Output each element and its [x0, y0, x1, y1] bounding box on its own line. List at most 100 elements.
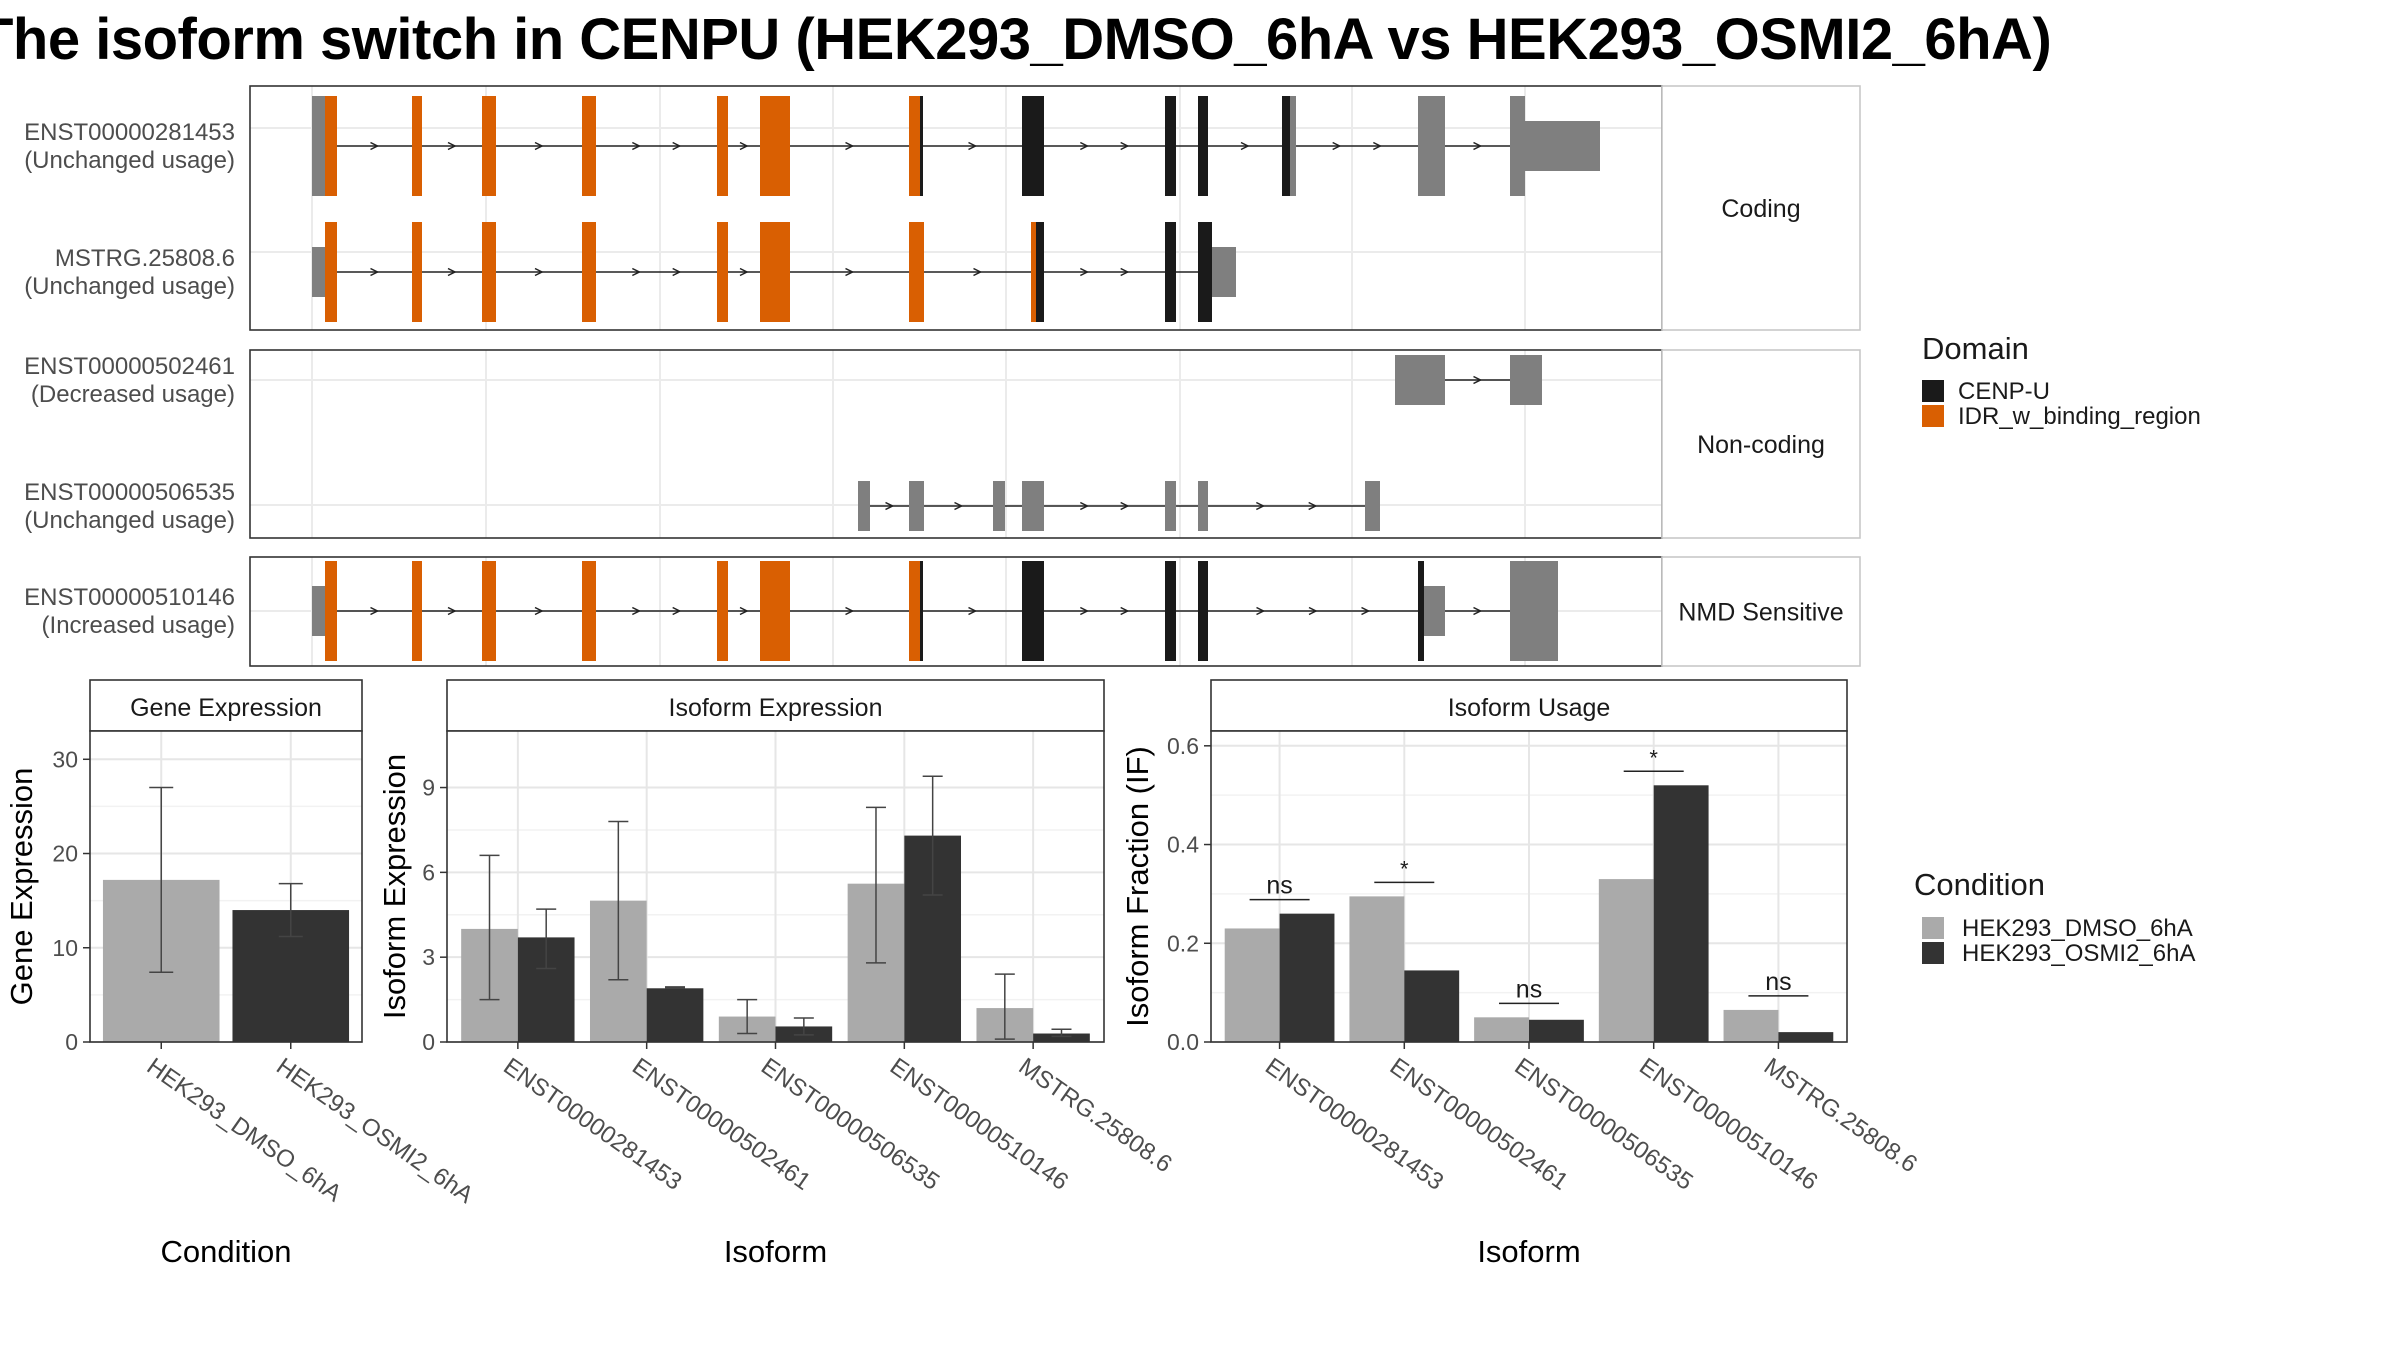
- legend-label: HEK293_OSMI2_6hA: [1962, 940, 2195, 967]
- exon-block: [760, 96, 790, 196]
- y-tick-label: 30: [52, 746, 78, 772]
- exon-block: [909, 96, 920, 196]
- y-axis-title: Isoform Fraction (IF): [1120, 746, 1155, 1027]
- y-tick-label: 3: [422, 944, 435, 970]
- exon-block: [412, 96, 422, 196]
- exon-block: [760, 561, 790, 661]
- direction-arrow: [631, 267, 642, 277]
- significance-label: *: [1649, 745, 1658, 770]
- direction-arrow: [534, 267, 544, 277]
- exon-block: [582, 561, 596, 661]
- direction-arrow: [1255, 501, 1266, 511]
- panel-strip: [89, 679, 363, 732]
- exon-block: [1510, 355, 1542, 405]
- bar-chart-1: Isoform Expression0369ENST00000281453ENS…: [377, 679, 1177, 1269]
- direction-arrow: [672, 267, 682, 277]
- direction-arrow: [739, 267, 749, 277]
- legend-label: HEK293_DMSO_6hA: [1962, 915, 2193, 942]
- exon-block: [1395, 355, 1445, 405]
- direction-arrow: [534, 606, 544, 616]
- transcript-id-label: MSTRG.25808.6: [55, 245, 235, 272]
- exon-block: [717, 222, 728, 322]
- exon-block: [412, 561, 422, 661]
- direction-arrow: [1120, 141, 1130, 151]
- y-tick-label: 0.0: [1167, 1029, 1199, 1055]
- legend-title: Domain: [1922, 331, 2029, 366]
- panel-title: Isoform Expression: [669, 694, 883, 722]
- exon-block: [482, 96, 496, 196]
- transcript-usage-label: (Increased usage): [42, 612, 235, 639]
- bar: [1723, 1009, 1779, 1042]
- direction-arrow: [968, 141, 978, 151]
- direction-arrow: [1308, 606, 1318, 616]
- direction-arrow: [1120, 501, 1130, 511]
- direction-arrow: [1120, 606, 1130, 616]
- exon-block: [1165, 222, 1176, 322]
- direction-arrow: [1473, 375, 1483, 385]
- x-axis-title: Condition: [161, 1234, 292, 1269]
- direction-arrow: [631, 606, 642, 616]
- exon-block: [1198, 96, 1208, 196]
- direction-arrow: [968, 606, 978, 616]
- panel-title: Gene Expression: [130, 694, 322, 722]
- exon-block: [482, 561, 496, 661]
- exon-block: [1022, 481, 1044, 531]
- significance-label: ns: [1266, 872, 1292, 900]
- direction-arrow: [672, 141, 682, 151]
- exon-block: [1424, 586, 1445, 636]
- exon-block: [717, 561, 728, 661]
- legend-swatch: [1922, 917, 1944, 939]
- exon-block: [1165, 96, 1176, 196]
- exon-block: [1165, 561, 1176, 661]
- legend-label: IDR_w_binding_region: [1958, 403, 2201, 430]
- direction-arrow: [1473, 606, 1483, 616]
- facet-strip-label: Non-coding: [1697, 431, 1825, 459]
- direction-arrow: [1372, 141, 1383, 151]
- bar: [1474, 1017, 1529, 1042]
- exon-block: [920, 96, 923, 196]
- exon-block: [858, 481, 870, 531]
- transcript-usage-label: (Unchanged usage): [24, 147, 235, 174]
- direction-arrow: [845, 141, 855, 151]
- transcript-usage-label: (Unchanged usage): [24, 273, 235, 300]
- exon-block: [1031, 222, 1036, 322]
- exon-block: [1290, 96, 1296, 196]
- direction-arrow: [370, 141, 380, 151]
- direction-arrow: [1240, 141, 1250, 151]
- y-tick-label: 0.6: [1167, 733, 1199, 759]
- facet-strip: [1661, 349, 1861, 539]
- exon-block: [312, 586, 325, 636]
- direction-arrow: [1079, 141, 1090, 151]
- exon-block: [582, 96, 596, 196]
- transcript-structure-panel: Coding Non-coding NMD Sensitive ENST0000028…: [24, 85, 1861, 667]
- direction-arrow: [631, 141, 642, 151]
- direction-arrow: [1308, 501, 1318, 511]
- y-tick-label: 0.2: [1167, 930, 1199, 956]
- direction-arrow: [885, 501, 895, 511]
- transcript-usage-label: (Decreased usage): [31, 381, 235, 408]
- bar: [1279, 913, 1335, 1042]
- page-title: The isoform switch in CENPU (HEK293_DMSO…: [0, 7, 2052, 72]
- y-tick-label: 0: [422, 1029, 435, 1055]
- exon-block: [1418, 561, 1424, 661]
- transcript-usage-label: (Unchanged usage): [24, 507, 235, 534]
- facet-background: [250, 86, 1662, 330]
- significance-label: ns: [1516, 975, 1542, 1003]
- y-axis-title: Isoform Expression: [377, 754, 412, 1019]
- facet-strip-label: Coding: [1721, 195, 1800, 223]
- direction-arrow: [973, 267, 983, 277]
- bar: [1033, 1033, 1090, 1042]
- exon-block: [325, 561, 337, 661]
- transcript-id-label: ENST00000506535: [24, 479, 235, 506]
- exon-block: [909, 481, 924, 531]
- panel-border: [89, 730, 363, 1043]
- x-axis-title: Isoform: [724, 1234, 827, 1269]
- direction-arrow: [954, 501, 964, 511]
- direction-arrow: [370, 606, 380, 616]
- bar: [1598, 879, 1654, 1042]
- panel-strip: [1210, 679, 1848, 732]
- facet-strip: [1661, 85, 1861, 331]
- exon-block: [909, 222, 924, 322]
- exon-block: [717, 96, 728, 196]
